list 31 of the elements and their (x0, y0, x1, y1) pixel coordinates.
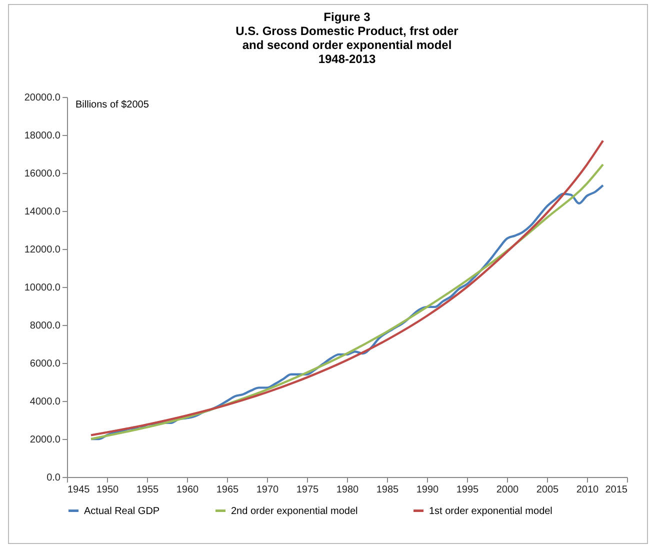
x-tick-label: 1980 (336, 484, 360, 496)
y-tick-label: 18000.0 (24, 130, 61, 142)
y-tick-label: 16000.0 (24, 168, 61, 180)
x-tick-label: 2015 (605, 484, 628, 496)
x-tick-label: 1945 (68, 484, 90, 496)
y-tick-label: 2000.0 (30, 434, 61, 446)
x-tick-label: 1960 (176, 484, 200, 496)
x-tick-label: 1965 (216, 484, 240, 496)
y-tick-label: 14000.0 (24, 206, 61, 218)
chart-title: Figure 3 U.S. Gross Domestic Product, frst oder and second order exponential model 1948-2013 (236, 10, 459, 66)
legend-label: 2nd order exponential model (231, 506, 358, 517)
x-tick-label: 1950 (96, 484, 120, 496)
y-tick-label: 6000.0 (30, 358, 61, 370)
y-tick-label: 4000.0 (30, 396, 61, 408)
y-tick-label: 12000.0 (24, 244, 61, 256)
y-tick-label: 0.0 (46, 472, 61, 484)
x-tick-label: 2010 (576, 484, 600, 496)
x-tick-label: 1975 (296, 484, 320, 496)
x-tick-label: 2000 (496, 484, 520, 496)
x-tick-label: 1990 (416, 484, 440, 496)
y-tick-label: 20000.0 (24, 92, 61, 104)
legend-label: Actual Real GDP (84, 506, 160, 517)
legend-label: 1st order exponential model (429, 506, 552, 517)
x-tick-label: 1970 (256, 484, 280, 496)
x-tick-label: 1995 (456, 484, 480, 496)
y-axis-title: Billions of $2005 (76, 100, 150, 110)
x-tick-label: 1955 (136, 484, 160, 496)
y-tick-label: 8000.0 (30, 320, 61, 332)
x-tick-label: 1985 (376, 484, 400, 496)
x-tick-label: 2005 (536, 484, 560, 496)
y-tick-label: 10000.0 (24, 282, 61, 294)
